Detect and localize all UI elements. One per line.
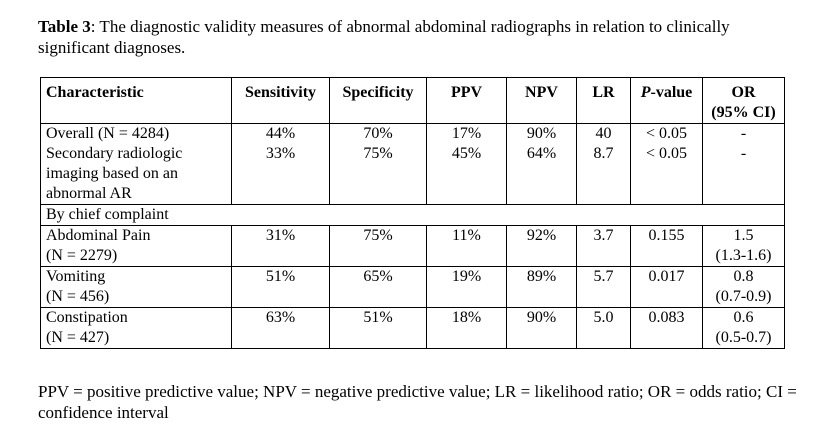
- cell-npv: 90%: [506, 123, 577, 144]
- cell-specificity: 51%: [329, 307, 427, 349]
- cell-or: 0.8 (0.7-0.9): [702, 266, 785, 308]
- cell-npv: 64%: [506, 144, 577, 205]
- cell-lr: 40: [576, 123, 631, 144]
- cell-characteristic-line: Overall (N = 4284): [46, 125, 170, 142]
- cell-characteristic-line: abnormal AR: [46, 185, 132, 202]
- cell-ppv: 17%: [426, 123, 507, 144]
- cell-npv: 90%: [506, 307, 577, 349]
- cell-sensitivity: 31%: [231, 225, 330, 267]
- cell-ppv: 45%: [426, 144, 507, 205]
- table-footnote: PPV = positive predictive value; NPV = n…: [38, 382, 797, 422]
- header-characteristic: Characteristic: [40, 77, 232, 124]
- header-lr: LR: [576, 77, 631, 124]
- cell-characteristic-line: Abdominal Pain: [46, 227, 151, 244]
- cell-lr: 8.7: [576, 144, 631, 205]
- cell-characteristic: Abdominal Pain (N = 2279): [40, 225, 232, 267]
- cell-or: 0.6 (0.5-0.7): [702, 307, 785, 349]
- cell-sensitivity: 63%: [231, 307, 330, 349]
- cell-or-line: 0.6: [733, 309, 754, 326]
- cell-specificity: 75%: [329, 225, 427, 267]
- table-header-row: Characteristic Sensitivity Specificity P…: [40, 77, 785, 124]
- header-or: OR (95% CI): [702, 77, 785, 124]
- cell-specificity: 70%: [329, 123, 427, 144]
- cell-or: -: [702, 123, 785, 144]
- cell-or-line: -: [740, 125, 747, 142]
- cell-or-line: -: [740, 145, 747, 162]
- header-specificity: Specificity: [329, 77, 427, 124]
- cell-or-line: (1.3-1.6): [715, 247, 772, 264]
- cell-or: 1.5 (1.3-1.6): [702, 225, 785, 267]
- cell-ppv: 11%: [426, 225, 507, 267]
- cell-characteristic: Secondary radiologic imaging based on an a…: [40, 144, 232, 205]
- table-row: Abdominal Pain (N = 2279) 31% 75% 11% 92% 3.7 0…: [40, 225, 785, 267]
- header-pvalue-rest: -value: [650, 84, 693, 101]
- cell-ppv: 18%: [426, 307, 507, 349]
- cell-sensitivity: 33%: [231, 144, 330, 205]
- table-row: Overall (N = 4284) 44% 70% 17% 90% 40 < 0.05 -: [40, 123, 785, 144]
- cell-specificity: 75%: [329, 144, 427, 205]
- header-pvalue-p: P: [640, 84, 651, 101]
- cell-ppv: 19%: [426, 266, 507, 308]
- cell-lr: 3.7: [576, 225, 631, 267]
- table-row: Constipation (N = 427) 63% 51% 18% 90% 5.0 0.08…: [40, 307, 785, 349]
- cell-characteristic-line: Vomiting: [46, 268, 106, 285]
- table-caption-text: : The diagnostic validity measures of ab…: [38, 17, 730, 57]
- cell-pvalue: < 0.05: [630, 123, 703, 144]
- cell-or-line: 1.5: [733, 227, 754, 244]
- cell-or-line: (0.5-0.7): [715, 329, 772, 346]
- diagnostic-validity-table: Characteristic Sensitivity Specificity P…: [40, 77, 785, 349]
- cell-or-line: 0.8: [733, 268, 754, 285]
- cell-sensitivity: 51%: [231, 266, 330, 308]
- cell-characteristic: Vomiting (N = 456): [40, 266, 232, 308]
- header-pvalue: P-value: [630, 77, 703, 124]
- header-sensitivity: Sensitivity: [231, 77, 330, 124]
- table-caption: Table 3: The diagnostic validity measure…: [38, 16, 798, 58]
- cell-specificity: 65%: [329, 266, 427, 308]
- cell-lr: 5.7: [576, 266, 631, 308]
- header-or-line1: OR: [731, 84, 756, 101]
- table-subheading-row: By chief complaint: [40, 204, 785, 226]
- table-row: Vomiting (N = 456) 51% 65% 19% 89% 5.7 0.017 0.8…: [40, 266, 785, 308]
- cell-lr: 5.0: [576, 307, 631, 349]
- table-row: Secondary radiologic imaging based on an a…: [40, 144, 785, 205]
- cell-characteristic-line: (N = 2279): [46, 247, 118, 264]
- cell-characteristic-line: Secondary radiologic: [46, 145, 183, 162]
- cell-pvalue: 0.155: [630, 225, 703, 267]
- table-body: Overall (N = 4284) 44% 70% 17% 90% 40 < 0.05- S…: [40, 123, 785, 349]
- cell-characteristic-line: imaging based on an: [46, 165, 178, 182]
- cell-npv: 92%: [506, 225, 577, 267]
- cell-characteristic: Overall (N = 4284): [40, 123, 232, 144]
- cell-npv: 89%: [506, 266, 577, 308]
- header-ppv: PPV: [426, 77, 507, 124]
- header-npv: NPV: [506, 77, 577, 124]
- cell-or-line: (0.7-0.9): [715, 288, 772, 305]
- cell-or: -: [702, 144, 785, 205]
- cell-characteristic: Constipation (N = 427): [40, 307, 232, 349]
- cell-characteristic-line: Constipation: [46, 309, 128, 326]
- cell-sensitivity: 44%: [231, 123, 330, 144]
- cell-characteristic-line: (N = 427): [46, 329, 110, 346]
- table-caption-label: Table 3: [38, 17, 91, 36]
- cell-pvalue: 0.017: [630, 266, 703, 308]
- cell-pvalue: < 0.05: [630, 144, 703, 205]
- cell-pvalue: 0.083: [630, 307, 703, 349]
- header-or-line2: (95% CI): [711, 104, 776, 121]
- subheading-chief-complaint: By chief complaint: [40, 204, 785, 226]
- cell-characteristic-line: (N = 456): [46, 288, 110, 305]
